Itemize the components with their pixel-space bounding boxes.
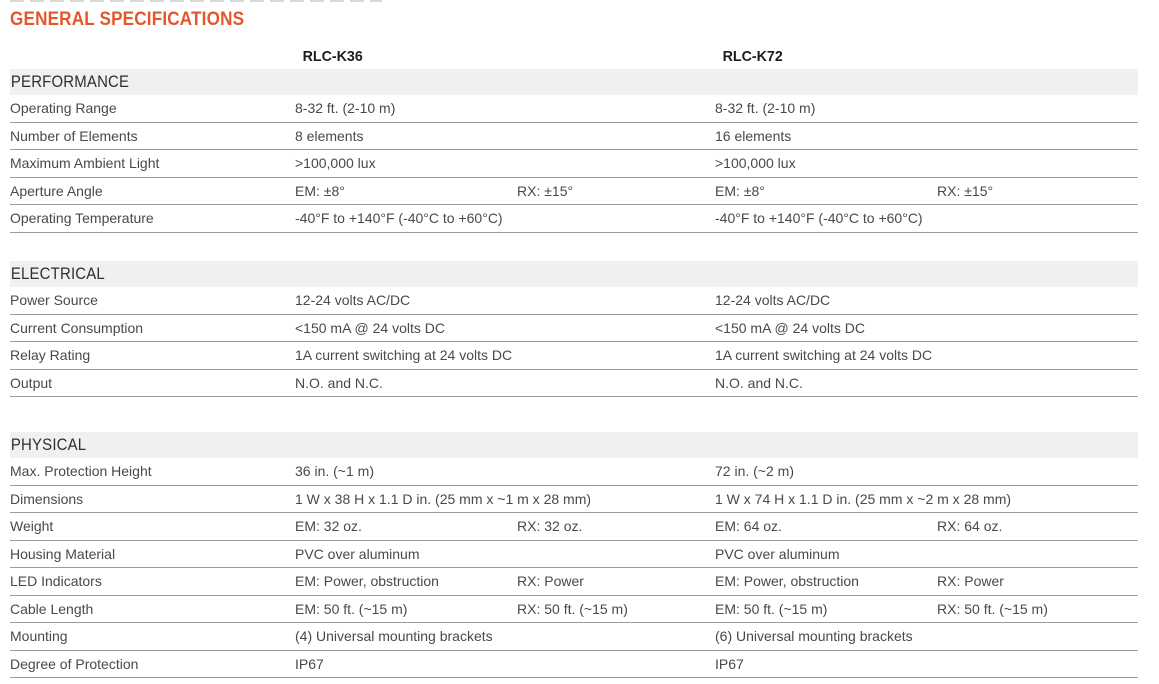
spec-label: Operating Temperature (10, 210, 154, 227)
spec-value-k72-rx: RX: Power (937, 573, 1004, 590)
spec-label: Current Consumption (10, 319, 144, 336)
spec-value-k36: 36 in. (~1 m) (295, 463, 374, 480)
spec-row-operating-range: Operating Range 8-32 ft. (2-10 m) 8-32 f… (10, 95, 1138, 123)
spec-row-degree-of-protection: Degree of Protection IP67 IP67 (10, 651, 1138, 678)
column-header-rlc-k36: RLC-K36 (302, 48, 363, 65)
spec-value-k72: >100,000 lux (715, 155, 796, 172)
spec-row-operating-temperature: Operating Temperature -40°F to +140°F (-… (10, 205, 1138, 233)
section-header-label: PHYSICAL (10, 435, 87, 454)
spec-row-cable-length: Cable Length EM: 50 ft. (~15 m) RX: 50 f… (10, 596, 1138, 623)
spec-value-k72: (6) Universal mounting brackets (715, 628, 913, 645)
section-header-bar: PERFORMANCE (10, 69, 1138, 95)
spec-value-k36: 8-32 ft. (2-10 m) (295, 100, 396, 117)
spec-value-k72-rx: RX: 50 ft. (~15 m) (937, 600, 1048, 617)
section-physical: PHYSICAL Max. Protection Height 36 in. (… (10, 432, 1138, 678)
spec-label: Aperture Angle (10, 182, 103, 199)
spec-row-dimensions: Dimensions 1 W x 38 H x 1.1 D in. (25 mm… (10, 486, 1138, 513)
spec-value-k36-em: EM: 50 ft. (~15 m) (295, 600, 408, 617)
spec-label: Housing Material (10, 545, 116, 562)
spec-value-k36: 1 W x 38 H x 1.1 D in. (25 mm x ~1 m x 2… (295, 490, 592, 507)
spec-value-k72-em: EM: ±8° (715, 182, 765, 199)
section-header-label: PERFORMANCE (10, 72, 130, 91)
spec-row-output: Output N.O. and N.C. N.O. and N.C. (10, 370, 1138, 397)
spec-row-max-protection-height: Max. Protection Height 36 in. (~1 m) 72 … (10, 458, 1138, 486)
spec-value-k72: 72 in. (~2 m) (715, 463, 794, 480)
spec-value-k36-rx: RX: Power (517, 573, 584, 590)
cropped-text-remnant (10, 0, 382, 2)
spec-value-k72: PVC over aluminum (715, 545, 840, 562)
spec-value-k36: >100,000 lux (295, 155, 376, 172)
spec-value-k36: 1A current switching at 24 volts DC (295, 347, 513, 364)
spec-row-relay-rating: Relay Rating 1A current switching at 24 … (10, 342, 1138, 370)
spec-value-k72: N.O. and N.C. (715, 374, 803, 391)
spec-value-k72: -40°F to +140°F (-40°C to +60°C) (715, 210, 923, 227)
spec-value-k36: <150 mA @ 24 volts DC (295, 319, 446, 336)
spec-row-weight: Weight EM: 32 oz. RX: 32 oz. EM: 64 oz. … (10, 513, 1138, 541)
spec-value-k36-rx: RX: 50 ft. (~15 m) (517, 600, 628, 617)
spec-value-k72: 8-32 ft. (2-10 m) (715, 100, 816, 117)
spec-value-k36: -40°F to +140°F (-40°C to +60°C) (295, 210, 503, 227)
section-header-bar: ELECTRICAL (10, 261, 1138, 287)
spec-value-k36-em: EM: Power, obstruction (295, 573, 439, 590)
spec-row-aperture-angle: Aperture Angle EM: ±8° RX: ±15° EM: ±8° … (10, 178, 1138, 205)
spec-row-number-of-elements: Number of Elements 8 elements 16 element… (10, 123, 1138, 150)
spec-value-k72: 1 W x 74 H x 1.1 D in. (25 mm x ~2 m x 2… (715, 490, 1012, 507)
section-performance: PERFORMANCE Operating Range 8-32 ft. (2-… (10, 69, 1138, 233)
spec-value-k36-rx: RX: ±15° (517, 182, 574, 199)
spec-value-k36: PVC over aluminum (295, 545, 420, 562)
spec-row-maximum-ambient-light: Maximum Ambient Light >100,000 lux >100,… (10, 150, 1138, 178)
column-header-rlc-k72: RLC-K72 (722, 48, 783, 65)
spec-value-k72-rx: RX: 64 oz. (937, 518, 1003, 535)
section-header-bar: PHYSICAL (10, 432, 1138, 458)
spec-value-k72: 12-24 volts AC/DC (715, 292, 831, 309)
spec-label: Operating Range (10, 100, 117, 117)
spec-label: Mounting (10, 628, 68, 645)
spec-label: Weight (10, 518, 54, 535)
spec-label: Relay Rating (10, 347, 91, 364)
spec-label: Degree of Protection (10, 655, 139, 672)
spec-value-k72: IP67 (715, 655, 744, 672)
spec-value-k72-rx: RX: ±15° (937, 182, 994, 199)
spec-row-led-indicators: LED Indicators EM: Power, obstruction RX… (10, 568, 1138, 596)
spec-label: Number of Elements (10, 127, 138, 144)
spec-value-k72-em: EM: Power, obstruction (715, 573, 859, 590)
spec-row-power-source: Power Source 12-24 volts AC/DC 12-24 vol… (10, 287, 1138, 315)
spec-value-k36: 8 elements (295, 127, 364, 144)
spec-value-k72: 1A current switching at 24 volts DC (715, 347, 933, 364)
column-header-spacer (10, 46, 295, 67)
spec-value-k36: (4) Universal mounting brackets (295, 628, 493, 645)
spec-value-k36-em: EM: ±8° (295, 182, 345, 199)
spec-label: Dimensions (10, 490, 84, 507)
spec-label: Cable Length (10, 600, 94, 617)
spec-value-k72-em: EM: 64 oz. (715, 518, 782, 535)
spec-value-k72: <150 mA @ 24 volts DC (715, 319, 866, 336)
spec-value-k72-em: EM: 50 ft. (~15 m) (715, 600, 828, 617)
page-title: GENERAL SPECIFICATIONS (10, 9, 245, 30)
spec-label: Maximum Ambient Light (10, 155, 160, 172)
spec-row-current-consumption: Current Consumption <150 mA @ 24 volts D… (10, 315, 1138, 342)
section-header-label: ELECTRICAL (10, 264, 105, 283)
spec-row-housing-material: Housing Material PVC over aluminum PVC o… (10, 541, 1138, 568)
spec-sheet-page: GENERAL SPECIFICATIONS RLC-K36 RLC-K72 P… (10, 0, 1138, 678)
spec-label: Max. Protection Height (10, 463, 152, 480)
spec-value-k36: N.O. and N.C. (295, 374, 383, 391)
spec-label: LED Indicators (10, 573, 102, 590)
spec-label: Power Source (10, 292, 98, 309)
spec-value-k36-rx: RX: 32 oz. (517, 518, 583, 535)
spec-row-mounting: Mounting (4) Universal mounting brackets… (10, 623, 1138, 651)
spec-label: Output (10, 374, 53, 391)
model-column-header-row: RLC-K36 RLC-K72 (10, 46, 1138, 67)
spec-value-k36: 12-24 volts AC/DC (295, 292, 411, 309)
spec-value-k36-em: EM: 32 oz. (295, 518, 362, 535)
spec-value-k36: IP67 (295, 655, 324, 672)
spec-value-k72: 16 elements (715, 127, 792, 144)
section-electrical: ELECTRICAL Power Source 12-24 volts AC/D… (10, 261, 1138, 397)
